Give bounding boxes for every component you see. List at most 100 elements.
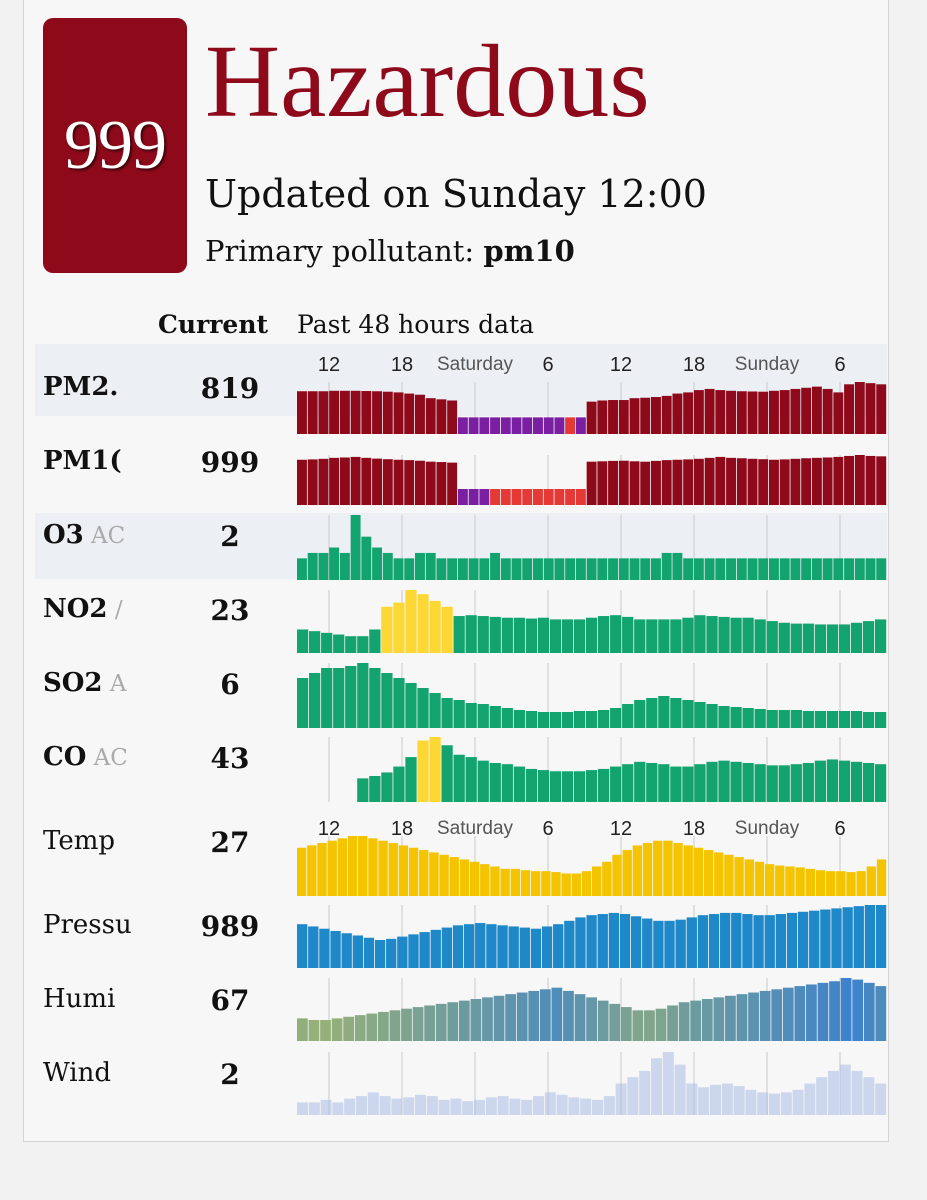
history-bar (863, 1077, 875, 1115)
history-bar (846, 872, 856, 896)
history-bar (318, 391, 329, 434)
history-bar (693, 558, 704, 580)
history-bar (876, 558, 887, 580)
history-bar (820, 909, 831, 968)
history-bar (393, 558, 404, 580)
history-bar (513, 710, 525, 728)
history-bar (486, 924, 497, 968)
history-bar (309, 673, 321, 728)
history-bar (730, 761, 742, 802)
row-label: PM1( (43, 446, 131, 476)
history-bar (417, 740, 429, 802)
history-bar (453, 754, 465, 802)
history-bar (533, 558, 543, 580)
history-bar (477, 616, 489, 653)
history-bar (661, 395, 672, 434)
history-bar (754, 709, 766, 728)
history-bar (758, 558, 769, 580)
history-bar (403, 1097, 415, 1115)
history-bar (520, 870, 531, 896)
history-bar (640, 397, 651, 434)
history-bar (814, 711, 826, 728)
history-bar (715, 390, 726, 434)
history-bar (468, 417, 479, 434)
history-bar (321, 668, 333, 728)
history-bar (838, 711, 851, 728)
history-bar (297, 924, 308, 968)
history-bar (790, 388, 801, 434)
history-bar (297, 391, 307, 434)
history-bar (465, 757, 477, 802)
history-bar (575, 489, 586, 505)
history-bar (672, 459, 683, 505)
history-bar (419, 932, 430, 968)
row-label-aqi-suffix: AC (86, 745, 128, 771)
history-bar (439, 854, 449, 896)
history-bar (307, 845, 317, 896)
row-label: Humi (43, 984, 131, 1014)
history-bar (686, 1083, 698, 1115)
history-bar (368, 838, 378, 896)
time-axis-tick: 6 (834, 818, 846, 840)
history-bar (575, 558, 586, 580)
history-bar (393, 459, 404, 505)
history-bar (642, 918, 653, 968)
history-bar (646, 619, 658, 653)
history-bar (693, 847, 704, 896)
history-bar (778, 710, 790, 728)
history-bar (307, 552, 318, 580)
history-bar (661, 552, 672, 580)
history-bar (429, 852, 439, 896)
history-bar (697, 915, 709, 968)
history-bar (389, 1010, 401, 1041)
history-bar (632, 1010, 644, 1041)
history-bar (397, 936, 408, 968)
history-bar (586, 915, 597, 968)
history-bar (826, 759, 839, 802)
primary-pollutant-label: Primary pollutant: (205, 234, 475, 268)
history-bar (551, 987, 563, 1041)
history-bar (833, 392, 844, 434)
history-bar (297, 1018, 308, 1041)
history-bar (447, 558, 458, 580)
history-bar (646, 763, 658, 802)
row-label: NO2 / (43, 594, 131, 624)
history-bar (634, 700, 646, 728)
history-bar (730, 707, 742, 728)
time-axis: 12 18 Saturday 6 12 18 Sunday 6 (297, 818, 887, 842)
history-bar (612, 854, 622, 896)
history-bar (754, 764, 766, 802)
history-bar (742, 914, 753, 968)
history-bar (862, 712, 875, 728)
history-bar (758, 459, 769, 505)
history-bar (710, 1084, 721, 1115)
row-current-value: 23 (210, 594, 250, 627)
history-bar (704, 388, 715, 434)
history-bar (634, 619, 646, 653)
history-bar (382, 552, 393, 580)
history-bar (840, 978, 852, 1041)
row-current-value: 43 (210, 742, 250, 775)
history-bar (704, 457, 715, 505)
history-bar (854, 455, 865, 505)
history-bar (435, 1003, 447, 1041)
history-bar (465, 615, 477, 653)
history-bar (610, 708, 622, 728)
history-bar (815, 870, 826, 896)
history-bar (733, 1086, 745, 1115)
aqi-level-title: Hazardous (205, 24, 650, 139)
history-bar (598, 768, 610, 802)
history-bar (853, 906, 864, 968)
history-bar (622, 704, 634, 728)
history-bar (794, 986, 806, 1041)
row-label-name: Pressu (43, 910, 131, 940)
history-bar (598, 616, 610, 653)
history-bar (610, 766, 622, 802)
history-bar (663, 840, 673, 896)
history-bar (713, 997, 725, 1041)
history-bar (556, 1094, 568, 1115)
history-bar (806, 984, 817, 1041)
history-bar (875, 905, 887, 968)
history-bar (337, 838, 348, 896)
history-bar (561, 712, 574, 728)
